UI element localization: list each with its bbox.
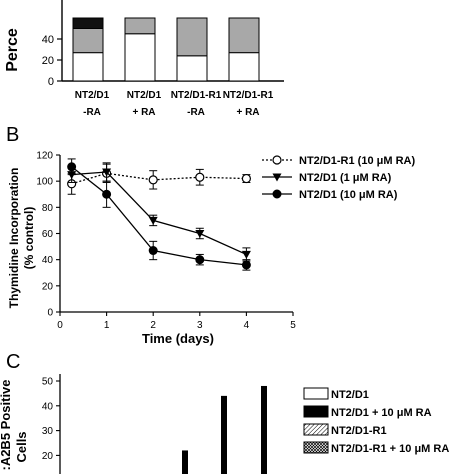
panel-a-y-axis-label: Perce	[4, 28, 21, 72]
panel-a-bar-segment	[228, 52, 260, 82]
panel-b-label: B	[6, 124, 19, 146]
legend-swatch	[303, 387, 329, 400]
panel-b-series	[67, 163, 251, 195]
panel-a-category-label: NT2/D1-R1	[223, 90, 274, 101]
marker-filled-circle	[102, 189, 112, 199]
panel-b-y-tick-label: 80	[42, 203, 54, 214]
panel-a-bar-segment	[176, 17, 208, 57]
panel-b-y-tick-label: 120	[36, 151, 53, 162]
panel-a-y-tick-label: 0	[48, 76, 54, 88]
panel-c-label: C	[6, 351, 20, 373]
panel-b-y-tick-label: 0	[47, 308, 53, 319]
legend-label: NT2/D1	[331, 389, 369, 401]
panel-a-category-label: -RA	[83, 107, 101, 118]
panel-a-bar-segment	[124, 33, 156, 82]
panel-c-y-axis-label-line1: :A2B5 Positive	[0, 379, 13, 470]
legend-swatch	[303, 405, 329, 418]
legend-label: NT2/D1-R1	[331, 425, 387, 437]
panel-b-y-tick-label: 20	[42, 281, 54, 292]
panel-b-x-tick-label: 1	[104, 320, 110, 331]
marker-open-circle	[272, 155, 282, 165]
panel-a-stacked-bar-chart: Perce 0 20 40 NT2/D1 -RA NT2/D1 + RA NT2/D1-R1…	[4, 0, 284, 118]
marker-open-circle	[195, 172, 205, 182]
marker-filled-circle	[241, 260, 251, 270]
panel-a-category-label: -RA	[187, 107, 205, 118]
series-line	[71, 166, 247, 266]
legend-label: NT2/D1 (10 μM RA)	[299, 189, 398, 201]
panel-b-line-chart: B Thymidine Incorporation (% control) Ti…	[6, 124, 415, 346]
panel-a-y-tick-label: 20	[42, 55, 54, 67]
panel-b-x-tick-label: 2	[150, 320, 156, 331]
panel-b-x-tick-label: 5	[290, 320, 296, 331]
series-line	[71, 171, 247, 256]
legend-label: NT2/D1 (1 μM RA)	[299, 172, 392, 184]
legend-swatch	[303, 441, 329, 454]
panel-c-bar	[182, 450, 188, 474]
panel-c-bar-chart: C :A2B5 Positive Cells 20 30 40 50 NT2/D1 NT…	[0, 351, 449, 474]
panel-a-bar-segment	[176, 55, 208, 82]
panel-b-x-tick-label: 4	[244, 320, 250, 331]
marker-filled-circle	[67, 162, 77, 172]
marker-down-triangle	[241, 250, 251, 259]
panel-b-x-tick-label: 3	[197, 320, 203, 331]
series-line	[71, 172, 247, 185]
marker-open-circle	[241, 173, 251, 184]
marker-down-triangle	[272, 173, 282, 182]
panel-a-category-label: + RA	[236, 107, 259, 118]
legend-label: NT2/D1-R1 + 10 μM RA	[331, 443, 449, 455]
panel-a-y-tick-label: 40	[42, 34, 54, 46]
panel-c-y-tick-label: 50	[42, 377, 54, 388]
marker-down-triangle	[195, 230, 205, 238]
panel-c-y-tick-label: 20	[42, 451, 54, 462]
panel-a-category-label: NT2/D1	[127, 90, 162, 101]
panel-b-x-axis-label: Time (days)	[142, 331, 214, 346]
marker-filled-circle	[195, 255, 205, 265]
panel-b-y-axis-label-line1: Thymidine Incorporation	[7, 168, 21, 309]
panel-b-series	[67, 158, 251, 271]
panel-b-y-axis-label-line2: (% control)	[22, 207, 36, 270]
marker-filled-circle	[272, 189, 282, 199]
legend-label: NT2/D1 + 10 μM RA	[331, 407, 432, 419]
marker-filled-circle	[148, 246, 158, 256]
panel-c-bar	[261, 385, 267, 474]
marker-down-triangle	[148, 216, 158, 225]
panel-c-y-axis-label-line2: Cells	[14, 431, 29, 462]
panel-b-y-tick-label: 60	[42, 229, 54, 240]
panel-a-category-label: NT2/D1-R1	[171, 90, 222, 101]
panel-b-y-tick-label: 40	[42, 255, 54, 266]
panel-a-bar-segment	[72, 28, 104, 54]
marker-open-circle	[148, 175, 158, 185]
panel-b-x-tick-label: 0	[57, 320, 63, 331]
panel-c-y-tick-label: 40	[42, 401, 54, 412]
panel-a-bar-segment	[124, 17, 156, 35]
legend-swatch	[303, 423, 329, 436]
panel-a-bar-segment	[72, 17, 104, 29]
panel-c-y-tick-label: 30	[42, 426, 54, 437]
legend-label: NT2/D1-R1 (10 μM RA)	[299, 155, 415, 167]
panel-a-bar-segment	[72, 52, 104, 82]
panel-c-bar	[221, 395, 227, 474]
panel-a-category-label: + RA	[132, 107, 155, 118]
panel-a-category-label: NT2/D1	[75, 90, 110, 101]
panel-b-y-tick-label: 100	[36, 177, 53, 188]
panel-a-bar-segment	[228, 17, 260, 54]
marker-down-triangle	[102, 168, 112, 177]
